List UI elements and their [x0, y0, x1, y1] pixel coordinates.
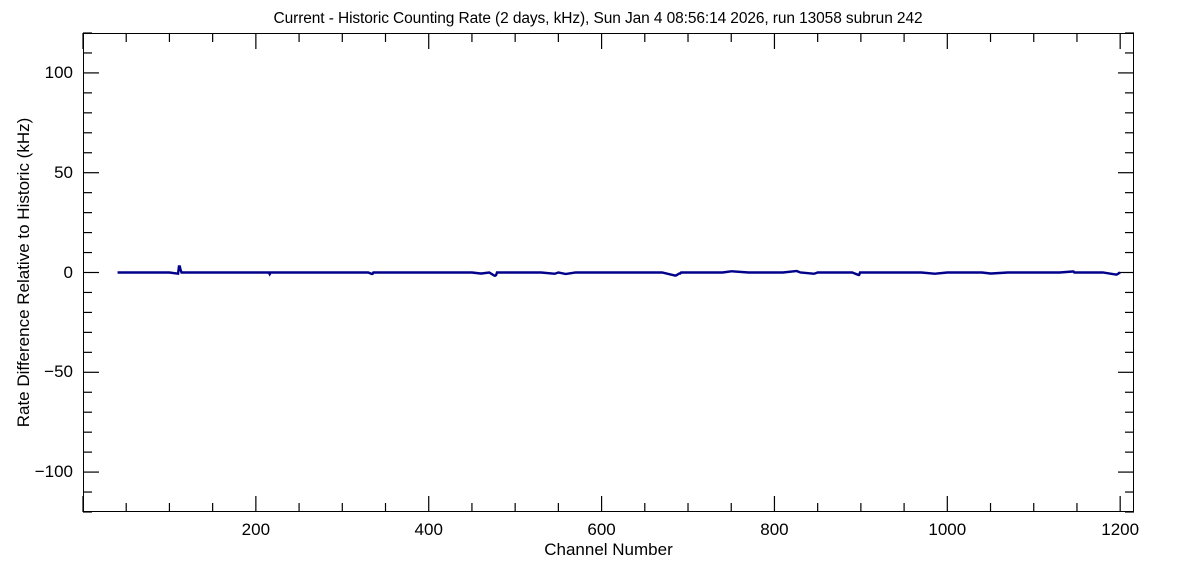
x-tick-label: 600: [587, 520, 616, 539]
x-tick-label: 1200: [1101, 520, 1140, 539]
chart-title: Current - Historic Counting Rate (2 days…: [273, 10, 923, 27]
y-tick-label: 0: [63, 262, 73, 282]
y-tick-label: −100: [34, 462, 73, 482]
plot-frame: [83, 33, 1134, 512]
y-axis-title: Rate Difference Relative to Historic (kH…: [14, 117, 33, 428]
y-tick-label: −50: [44, 362, 73, 382]
y-tick-label: 50: [54, 162, 73, 182]
x-tick-label: 200: [241, 520, 271, 539]
x-tick-label: 800: [760, 520, 789, 539]
x-tick-label: 400: [414, 520, 443, 539]
x-tick-label: 1000: [928, 520, 967, 539]
x-axis-title: Channel Number: [544, 540, 673, 559]
y-tick-label: 100: [44, 62, 73, 82]
